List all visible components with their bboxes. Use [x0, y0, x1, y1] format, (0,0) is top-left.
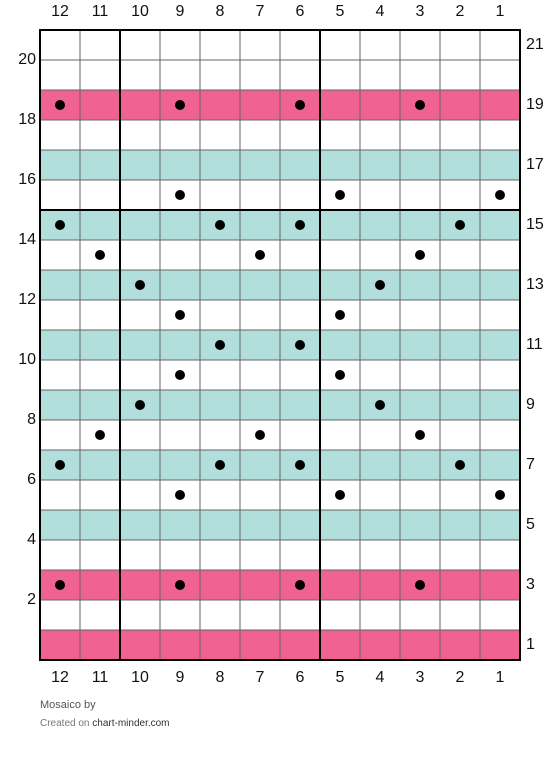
stitch-dot [455, 220, 465, 230]
row-label: 21 [526, 36, 544, 53]
stitch-dot [415, 250, 425, 260]
stitch-dot [175, 310, 185, 320]
stitch-dot [55, 460, 65, 470]
footer-created: Created on chart-minder.com [40, 718, 170, 729]
column-label: 10 [131, 669, 149, 686]
row-label: 6 [27, 471, 36, 488]
stitch-dot [175, 190, 185, 200]
column-label: 1 [496, 3, 505, 20]
stitch-dot [495, 190, 505, 200]
row-label: 13 [526, 276, 544, 293]
stitch-dot [215, 220, 225, 230]
column-label: 4 [376, 669, 385, 686]
column-label: 4 [376, 3, 385, 20]
column-label: 9 [176, 669, 185, 686]
column-label: 12 [51, 3, 69, 20]
stitch-dot [95, 250, 105, 260]
border [39, 29, 521, 661]
column-label: 8 [216, 669, 225, 686]
stitch-dot [375, 400, 385, 410]
stitch-dot [95, 430, 105, 440]
row-label: 4 [27, 531, 36, 548]
stitch-dot [135, 280, 145, 290]
column-label: 6 [296, 669, 305, 686]
stitch-dot [295, 220, 305, 230]
row-label: 10 [18, 351, 36, 368]
stitch-dot [175, 370, 185, 380]
column-label: 7 [256, 669, 265, 686]
site-link: chart-minder.com [92, 718, 169, 729]
stitch-dot [295, 100, 305, 110]
row-label: 2 [27, 591, 36, 608]
column-label: 11 [92, 3, 109, 20]
stitch-dot [215, 460, 225, 470]
row-label: 17 [526, 156, 544, 173]
stitch-dot [415, 100, 425, 110]
row-label: 20 [18, 51, 36, 68]
column-label: 6 [296, 3, 305, 20]
row-label: 7 [526, 456, 535, 473]
column-label: 5 [336, 3, 345, 20]
stitch-dot [295, 340, 305, 350]
stitch-dot [335, 310, 345, 320]
row-label: 1 [526, 636, 535, 653]
column-label: 12 [51, 669, 69, 686]
stitch-dot [295, 460, 305, 470]
created-text: Created on [40, 718, 89, 729]
column-label: 1 [496, 669, 505, 686]
stitch-dot [215, 340, 225, 350]
column-label: 7 [256, 3, 265, 20]
stitch-dot [495, 490, 505, 500]
footer-title: Mosaico by [40, 699, 96, 711]
column-label: 2 [456, 669, 465, 686]
stitch-dot [335, 370, 345, 380]
stitch-dot [175, 100, 185, 110]
stitch-dot [375, 280, 385, 290]
stitch-dot [455, 460, 465, 470]
stitch-dot [55, 220, 65, 230]
column-label: 11 [92, 669, 109, 686]
row-label: 18 [18, 111, 36, 128]
row-label: 14 [18, 231, 36, 248]
column-label: 9 [176, 3, 185, 20]
row-label: 3 [526, 576, 535, 593]
stitch-dot [295, 580, 305, 590]
stitch-dot [415, 580, 425, 590]
stitch-dot [135, 400, 145, 410]
stitch-dot [175, 490, 185, 500]
column-label: 5 [336, 669, 345, 686]
row-label: 12 [18, 291, 36, 308]
column-label: 10 [131, 3, 149, 20]
column-label: 3 [416, 669, 425, 686]
row-label: 8 [27, 411, 36, 428]
column-label: 3 [416, 3, 425, 20]
row-label: 19 [526, 96, 544, 113]
stitch-dot [55, 100, 65, 110]
row-label: 16 [18, 171, 36, 188]
stitch-dot [255, 250, 265, 260]
stitch-dot [335, 190, 345, 200]
stitch-dot [415, 430, 425, 440]
row-label: 15 [526, 216, 544, 233]
column-label: 2 [456, 3, 465, 20]
row-label: 9 [526, 396, 535, 413]
row-label: 11 [526, 336, 543, 353]
row-label: 5 [526, 516, 535, 533]
column-label: 8 [216, 3, 225, 20]
stitch-dot [175, 580, 185, 590]
stitch-dot [335, 490, 345, 500]
stitch-dot [255, 430, 265, 440]
stitch-dot [55, 580, 65, 590]
